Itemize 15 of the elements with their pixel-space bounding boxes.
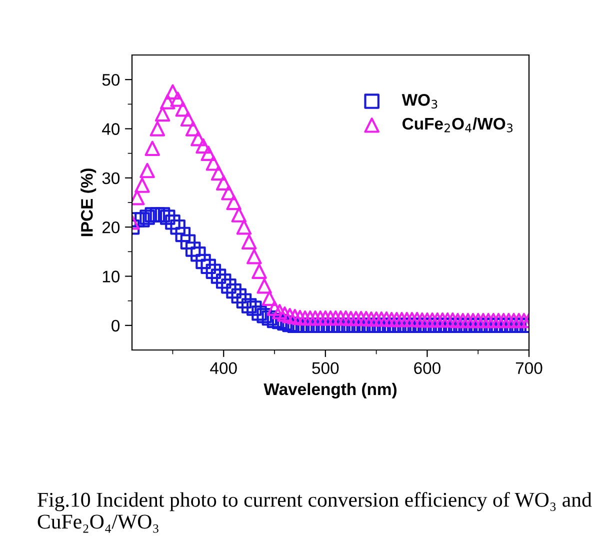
- y-tick-label: 40: [102, 123, 120, 135]
- x-tick-label: 700: [516, 362, 542, 374]
- y-tick-label: 20: [102, 221, 120, 234]
- y-axis-title: IPCE (%): [80, 168, 96, 236]
- x-tick-label: 600: [414, 362, 440, 374]
- y-tick-label: 10: [102, 270, 120, 282]
- x-axis-title: Wavelength (nm): [264, 382, 396, 399]
- y-tick-label: 30: [102, 172, 120, 184]
- caption: Fig.10 Incident photo to current conversion efficiency of WO₃ and CuFe₂O₄/WO₃: [38, 492, 592, 533]
- x-tick-label: 500: [312, 362, 339, 374]
- y-tick-label: 50: [102, 74, 120, 86]
- x-tick-label: 400: [210, 362, 237, 374]
- y-tick-label: 0: [112, 320, 120, 332]
- legend-label: WO$_{3}$: [402, 94, 438, 109]
- legend-label: CuFe$_{2}$O$_{4}$/WO$_{3}$: [402, 117, 513, 132]
